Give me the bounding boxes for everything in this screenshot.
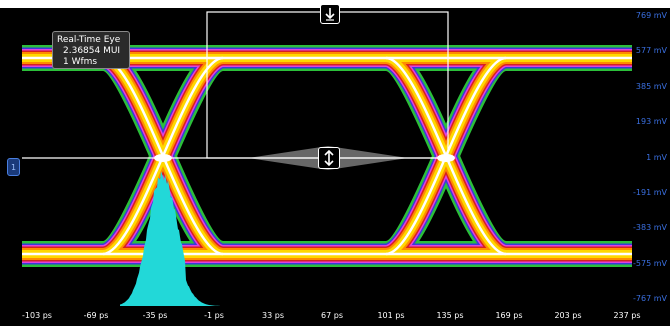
measurement-info-box[interactable]: Real-Time Eye 2.36854 MUI 1 Wfms <box>52 31 130 69</box>
y-tick-label: 1 mV <box>646 152 667 162</box>
y-tick-label: 577 mV <box>635 46 667 56</box>
reference-marker-label: 1 <box>10 163 17 172</box>
x-tick-label: 169 ps <box>495 311 523 320</box>
x-axis: -103 ps -69 ps -35 ps -1 ps 33 ps 67 ps 101 ps… <box>0 310 670 326</box>
x-tick-label: 203 ps <box>554 311 582 320</box>
y-tick-label: -767 mV <box>633 294 667 303</box>
y-tick-label: -575 mV <box>633 258 667 268</box>
down-arrow-icon <box>325 8 335 21</box>
info-title: Real-Time Eye <box>57 35 121 45</box>
y-tick-label: 385 mV <box>635 81 667 91</box>
plot-area[interactable]: Real-Time Eye 2.36854 MUI 1 Wfms 1 769 m… <box>0 4 670 310</box>
x-tick-label: 237 ps <box>613 311 641 320</box>
x-tick-label: -1 ps <box>204 311 224 320</box>
info-ui-value: 2.36854 MUI <box>63 46 121 56</box>
top-cursor-handle[interactable] <box>320 4 340 24</box>
crossing-histogram <box>120 171 220 306</box>
x-tick-label: -35 ps <box>142 311 168 320</box>
x-tick-label: 135 ps <box>436 311 464 320</box>
x-tick-label: 33 ps <box>262 311 284 320</box>
y-tick-label: -191 mV <box>633 187 667 197</box>
center-cursor-handle[interactable] <box>318 147 340 169</box>
y-tick-label: -383 mV <box>633 223 667 233</box>
info-waveform-count: 1 Wfms <box>63 57 98 67</box>
vertical-resize-icon <box>324 149 334 167</box>
x-tick-label: 101 ps <box>377 311 405 320</box>
x-tick-label: 67 ps <box>321 311 343 320</box>
y-tick-label: 193 mV <box>635 117 667 127</box>
y-tick-label: 769 mV <box>635 11 667 20</box>
x-tick-label: -69 ps <box>83 311 109 320</box>
channel-reference-marker[interactable]: 1 <box>7 158 20 176</box>
x-tick-label: -103 ps <box>22 311 52 320</box>
